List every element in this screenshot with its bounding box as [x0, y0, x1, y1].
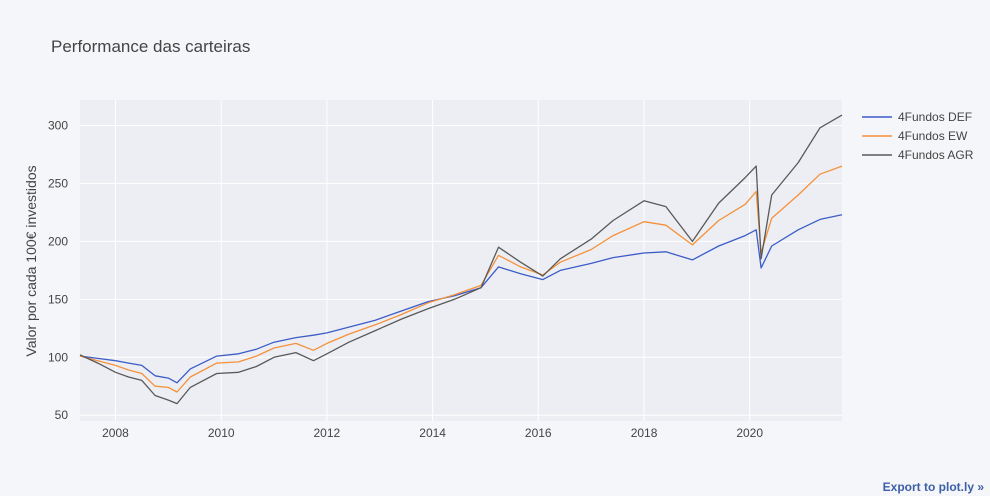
y-tick-label: 300: [48, 118, 68, 132]
x-tick-label: 2010: [208, 426, 235, 440]
legend-item[interactable]: 4Fundos DEF: [862, 110, 972, 124]
legend-item[interactable]: 4Fundos EW: [862, 129, 968, 143]
x-tick-label: 2012: [314, 426, 341, 440]
y-axis: 50 100 150 200 250 300: [48, 118, 68, 422]
y-tick-label: 100: [48, 350, 68, 364]
y-tick-label: 150: [48, 292, 68, 306]
x-tick-label: 2020: [736, 426, 763, 440]
legend[interactable]: 4Fundos DEF 4Fundos EW 4Fundos AGR: [862, 110, 974, 162]
x-tick-label: 2014: [419, 426, 446, 440]
series-line-4fundos-ew: [79, 165, 843, 393]
x-tick-label: 2016: [525, 426, 552, 440]
y-tick-label: 200: [48, 234, 68, 248]
legend-item[interactable]: 4Fundos AGR: [862, 148, 974, 162]
plot-area: [80, 100, 842, 421]
series-line-4fundos-agr: [79, 114, 843, 405]
legend-label: 4Fundos DEF: [898, 110, 972, 124]
series-line-4fundos-def: [79, 214, 843, 384]
y-tick-label: 250: [48, 176, 68, 190]
series-group: [79, 114, 843, 405]
legend-label: 4Fundos EW: [898, 129, 968, 143]
grid: [80, 100, 842, 421]
chart-title: Performance das carteiras: [51, 37, 250, 56]
y-axis-label: Valor por cada 100€ investidos: [23, 165, 39, 356]
x-tick-label: 2008: [102, 426, 129, 440]
export-link[interactable]: Export to plot.ly »: [882, 480, 984, 494]
x-axis: 2008 2010 2012 2014 2016 2018 2020: [102, 426, 763, 440]
y-tick-label: 50: [55, 408, 69, 422]
legend-label: 4Fundos AGR: [898, 148, 974, 162]
x-tick-label: 2018: [631, 426, 658, 440]
